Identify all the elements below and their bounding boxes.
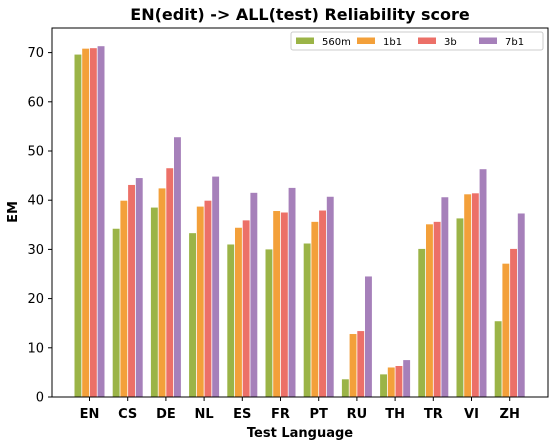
y-tick-label: 50	[27, 145, 44, 160]
bar-cs-1b1	[120, 200, 128, 397]
legend-swatch-1b1	[357, 37, 375, 44]
bar-fr-1b1	[273, 211, 281, 397]
bar-fr-560m	[265, 249, 273, 397]
bar-nl-1b1	[196, 206, 204, 397]
y-tick-label: 10	[27, 341, 44, 356]
bar-cs-560m	[112, 228, 120, 397]
legend-label-560m: 560m	[322, 37, 351, 48]
bar-fr-7b1	[288, 187, 296, 397]
bar-nl-3b	[204, 200, 212, 397]
bar-cs-3b	[128, 184, 135, 397]
bar-zh-3b	[510, 248, 517, 397]
bar-de-560m	[150, 207, 158, 397]
legend-swatch-3b	[418, 37, 436, 44]
legend-swatch-560m	[296, 37, 314, 44]
legend-label-7b1: 7b1	[505, 37, 524, 48]
bar-en-560m	[74, 54, 82, 397]
bar-ru-3b	[357, 331, 365, 397]
x-axis-label: Test Language	[247, 426, 353, 441]
bar-tr-7b1	[441, 197, 449, 397]
y-tick-label: 20	[27, 292, 44, 307]
bar-ru-7b1	[365, 276, 372, 397]
bar-zh-7b1	[517, 213, 525, 397]
legend-label-3b: 3b	[444, 37, 457, 48]
legend-label-1b1: 1b1	[383, 37, 402, 48]
bar-tr-560m	[418, 248, 426, 397]
bar-th-1b1	[387, 367, 395, 397]
x-tick-label-tr: TR	[424, 407, 443, 422]
bar-en-1b1	[82, 48, 90, 397]
legend: 560m 1b1 3b 7b1	[290, 31, 544, 51]
bar-es-560m	[227, 244, 235, 397]
x-tick-label-cs: CS	[118, 407, 137, 422]
bar-zh-560m	[494, 321, 502, 397]
bar-de-7b1	[174, 137, 181, 397]
bar-th-560m	[380, 374, 387, 397]
bar-es-1b1	[235, 227, 242, 397]
x-tick-label-nl: NL	[195, 407, 214, 422]
x-tick-label-de: DE	[156, 407, 176, 422]
bar-en-3b	[89, 48, 97, 398]
bar-th-7b1	[403, 360, 411, 397]
x-tick-label-pt: PT	[309, 407, 328, 422]
bar-ru-560m	[341, 379, 349, 397]
plot-frame	[51, 27, 549, 398]
x-tick-label-th: TH	[385, 407, 405, 422]
chart-title: EN(edit) -> ALL(test) Reliability score	[130, 5, 470, 24]
x-tick-label-zh: ZH	[500, 407, 520, 422]
x-tick-label-fr: FR	[271, 407, 290, 422]
y-tick-label: 0	[36, 391, 44, 406]
x-tick-label-en: EN	[80, 407, 100, 422]
bar-th-3b	[395, 366, 403, 397]
bar-tr-1b1	[426, 224, 433, 397]
bar-pt-3b	[319, 210, 326, 397]
bar-zh-1b1	[502, 263, 510, 397]
x-tick-label-es: ES	[233, 407, 251, 422]
bar-cs-7b1	[135, 178, 143, 397]
bar-nl-7b1	[212, 176, 220, 397]
y-axis-label: EM	[6, 201, 21, 223]
bar-de-3b	[166, 168, 174, 397]
bar-en-7b1	[97, 46, 105, 397]
bar-pt-1b1	[311, 221, 319, 397]
bars-group	[74, 46, 525, 398]
bar-vi-3b	[471, 193, 479, 397]
bar-es-3b	[242, 220, 250, 397]
bar-pt-560m	[303, 243, 311, 397]
bar-nl-560m	[189, 233, 196, 397]
legend-swatch-7b1	[479, 37, 497, 44]
y-tick-label: 40	[27, 194, 44, 209]
x-tick-label-vi: VI	[464, 407, 479, 422]
y-tick-label: 30	[27, 243, 44, 258]
x-tick-label-ru: RU	[347, 407, 368, 422]
bar-fr-3b	[280, 212, 288, 397]
bar-es-7b1	[250, 192, 258, 397]
bar-vi-7b1	[479, 169, 487, 397]
bar-vi-560m	[456, 218, 464, 397]
y-axis: 0 10 20 30 40 50 60 70	[27, 46, 52, 406]
legend-box	[290, 31, 544, 51]
y-tick-label: 60	[27, 95, 44, 110]
bar-tr-3b	[433, 221, 441, 397]
x-axis: EN CS DE NL ES FR PT RU TH TR VI ZH	[80, 397, 520, 422]
bar-ru-1b1	[349, 334, 357, 397]
bar-de-1b1	[158, 188, 166, 397]
bar-vi-1b1	[464, 194, 472, 397]
y-tick-label: 70	[27, 46, 44, 61]
bar-pt-7b1	[326, 196, 334, 397]
